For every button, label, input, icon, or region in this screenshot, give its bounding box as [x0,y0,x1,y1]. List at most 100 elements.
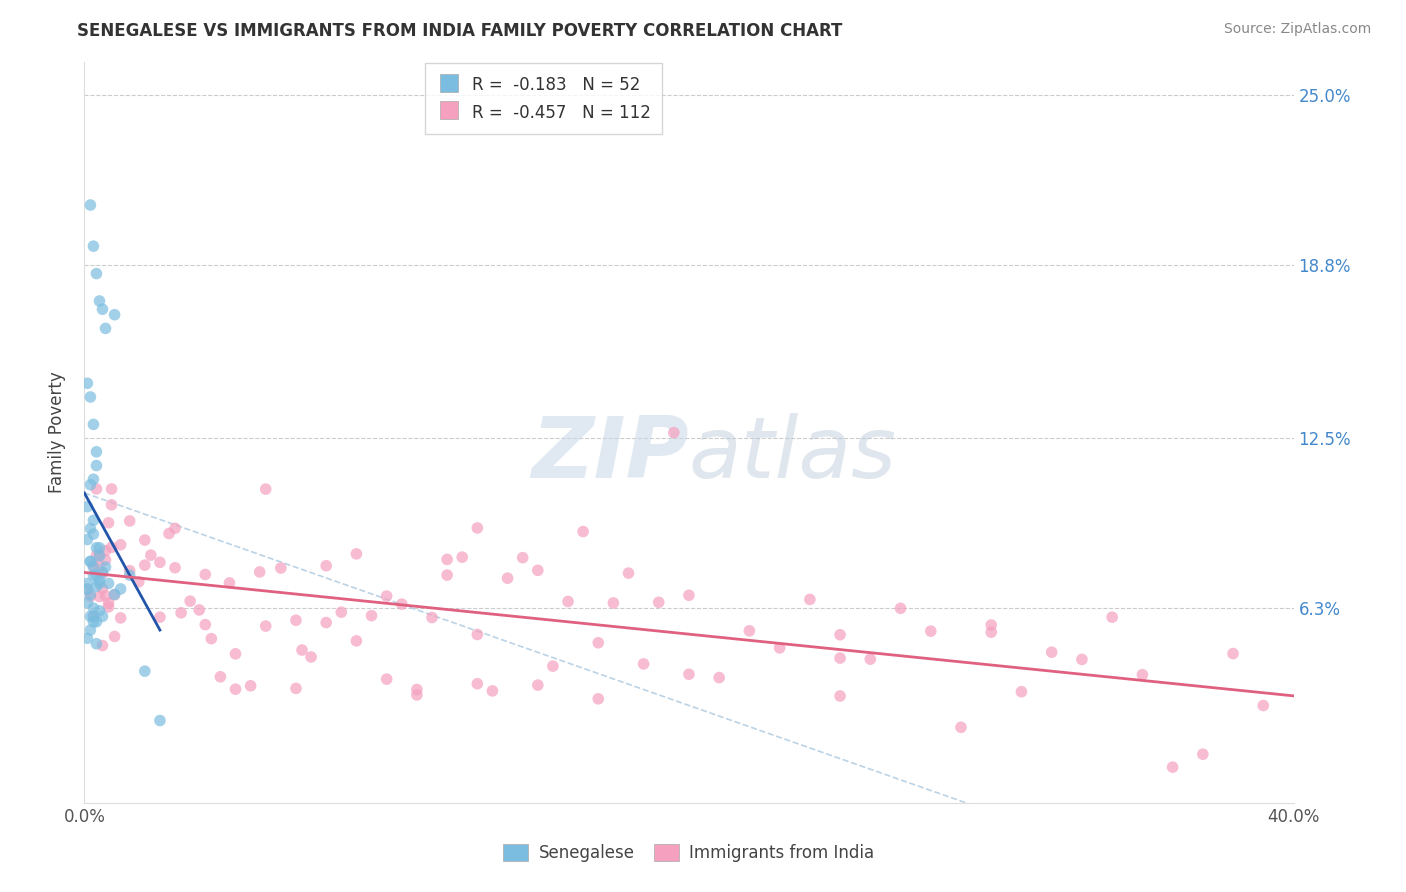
Point [97,516,120,530]
Point [209,670,232,684]
Point [76,582,98,596]
Point [218,575,240,590]
Point [86,267,108,281]
Point [799,592,821,607]
Point [110,582,132,596]
Point [830,628,852,642]
Point [94,321,117,335]
Point [1130,667,1153,681]
Point [1011,684,1033,698]
Point [225,647,247,661]
Point [82,527,104,541]
Text: Source: ZipAtlas.com: Source: ZipAtlas.com [1223,22,1371,37]
Point [97,599,120,614]
Point [86,615,108,629]
Point [76,576,98,591]
Point [97,596,120,610]
Point [89,590,111,604]
Point [467,521,489,535]
Point [375,589,398,603]
Point [467,627,489,641]
Point [572,524,595,539]
Point [165,560,187,574]
Point [104,588,127,602]
Point [375,672,398,686]
Point [82,560,104,574]
Point [194,617,217,632]
Point [200,632,222,646]
Point [139,548,162,562]
Point [890,601,912,615]
Point [330,605,353,619]
Point [118,568,141,582]
Point [1071,652,1094,666]
Point [950,720,973,734]
Point [79,477,101,491]
Point [170,606,193,620]
Y-axis label: Family Poverty: Family Poverty [48,372,66,493]
Point [79,554,101,568]
Point [89,541,111,555]
Point [557,594,579,608]
Point [86,482,108,496]
Point [179,594,201,608]
Text: ZIP: ZIP [531,413,689,496]
Point [89,548,111,562]
Point [769,640,792,655]
Point [82,558,104,573]
Point [82,513,104,527]
Point [86,568,108,582]
Point [79,590,101,604]
Point [738,624,761,638]
Point [436,568,458,582]
Point [346,547,368,561]
Point [86,445,108,459]
Point [648,595,671,609]
Text: atlas: atlas [689,413,897,496]
Point [451,550,474,565]
Point [678,588,700,602]
Point [76,533,98,547]
Point [291,643,314,657]
Point [128,574,150,589]
Point [82,609,104,624]
Point [980,625,1002,640]
Point [406,688,429,702]
Point [709,671,731,685]
Point [89,549,111,563]
Point [134,664,156,678]
Point [1161,760,1184,774]
Point [541,659,564,673]
Point [76,596,98,610]
Point [97,576,120,591]
Point [481,684,503,698]
Point [134,533,156,547]
Point [1040,645,1063,659]
Point [406,682,429,697]
Point [299,650,322,665]
Point [1192,747,1215,762]
Point [100,498,122,512]
Point [86,637,108,651]
Point [91,302,114,317]
Point [89,576,111,591]
Point [79,554,101,568]
Point [110,611,132,625]
Point [315,558,337,573]
Point [82,609,104,624]
Point [104,308,127,322]
Point [467,677,489,691]
Point [285,681,308,696]
Point [602,596,624,610]
Point [91,609,114,624]
Point [633,657,655,671]
Point [118,564,141,578]
Point [82,568,104,582]
Point [194,567,217,582]
Point [859,652,882,666]
Point [1253,698,1275,713]
Point [91,639,114,653]
Point [149,555,172,569]
Point [86,548,108,562]
Point [270,561,292,575]
